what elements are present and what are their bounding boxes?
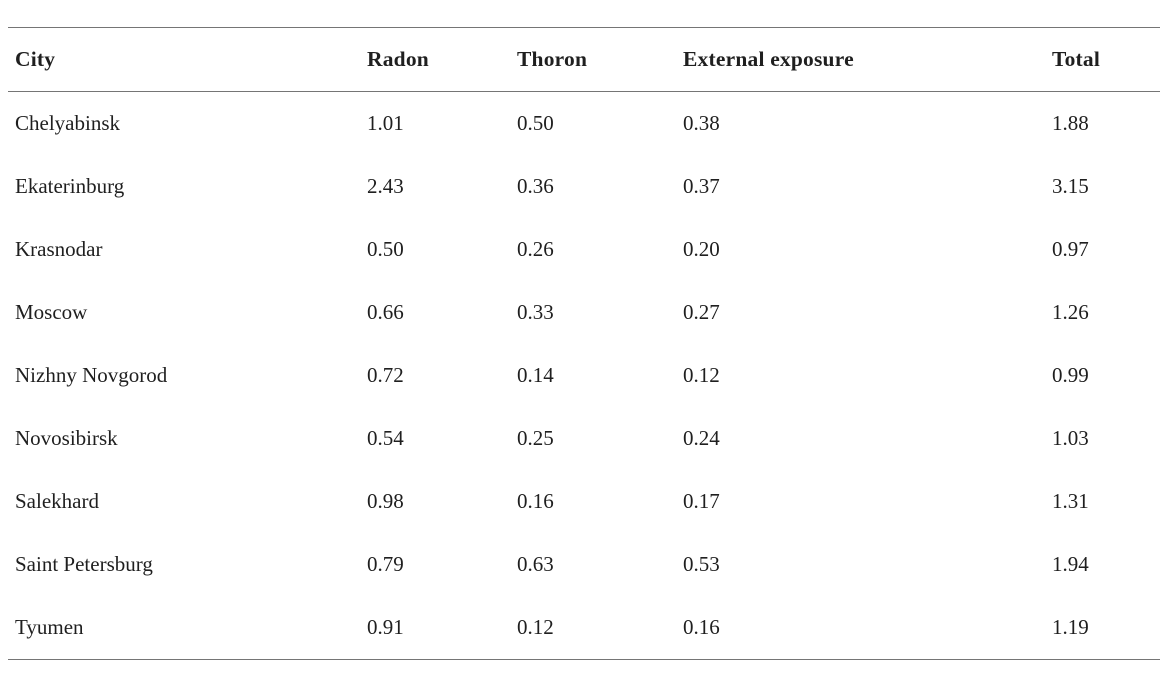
thoron-cell: 0.63 — [517, 552, 554, 576]
external-exposure-cell: 0.37 — [683, 174, 720, 198]
radon-cell: 0.72 — [367, 363, 404, 387]
column-header-city: City — [8, 27, 360, 92]
city-cell: Tyumen — [15, 615, 84, 639]
total-cell: 3.15 — [1052, 174, 1089, 198]
radon-cell: 2.43 — [367, 174, 404, 198]
city-cell: Saint Petersburg — [15, 552, 153, 576]
total-cell: 0.99 — [1052, 363, 1089, 387]
radon-cell: 0.54 — [367, 426, 404, 450]
city-cell: Salekhard — [15, 489, 99, 513]
table-row: Chelyabinsk 1.01 0.50 0.38 1.88 — [8, 92, 1160, 156]
radon-cell: 0.91 — [367, 615, 404, 639]
external-exposure-cell: 0.12 — [683, 363, 720, 387]
thoron-cell: 0.14 — [517, 363, 554, 387]
table-row: Moscow 0.66 0.33 0.27 1.26 — [8, 281, 1160, 344]
column-header-total: Total — [1045, 27, 1160, 92]
thoron-cell: 0.25 — [517, 426, 554, 450]
column-header-radon: Radon — [360, 27, 510, 92]
table-row: Krasnodar 0.50 0.26 0.20 0.97 — [8, 218, 1160, 281]
city-cell: Chelyabinsk — [15, 111, 120, 135]
city-cell: Ekaterinburg — [15, 174, 125, 198]
thoron-cell: 0.16 — [517, 489, 554, 513]
table-row: Novosibirsk 0.54 0.25 0.24 1.03 — [8, 407, 1160, 470]
table-row: Salekhard 0.98 0.16 0.17 1.31 — [8, 470, 1160, 533]
thoron-cell: 0.12 — [517, 615, 554, 639]
table-row: Ekaterinburg 2.43 0.36 0.37 3.15 — [8, 155, 1160, 218]
total-cell: 1.88 — [1052, 111, 1089, 135]
total-cell: 1.94 — [1052, 552, 1089, 576]
external-exposure-cell: 0.20 — [683, 237, 720, 261]
page: City Radon Thoron External exposure Tota… — [0, 27, 1171, 700]
column-header-external-exposure: External exposure — [676, 27, 1045, 92]
radon-cell: 1.01 — [367, 111, 404, 135]
table-row: Tyumen 0.91 0.12 0.16 1.19 — [8, 596, 1160, 660]
total-cell: 1.31 — [1052, 489, 1089, 513]
radon-cell: 0.79 — [367, 552, 404, 576]
external-exposure-cell: 0.53 — [683, 552, 720, 576]
thoron-cell: 0.33 — [517, 300, 554, 324]
table-row: Saint Petersburg 0.79 0.63 0.53 1.94 — [8, 533, 1160, 596]
total-cell: 1.26 — [1052, 300, 1089, 324]
thoron-cell: 0.36 — [517, 174, 554, 198]
table-row: Nizhny Novgorod 0.72 0.14 0.12 0.99 — [8, 344, 1160, 407]
external-exposure-cell: 0.27 — [683, 300, 720, 324]
total-cell: 1.19 — [1052, 615, 1089, 639]
total-cell: 0.97 — [1052, 237, 1089, 261]
city-cell: Moscow — [15, 300, 88, 324]
total-cell: 1.03 — [1052, 426, 1089, 450]
city-cell: Krasnodar — [15, 237, 103, 261]
thoron-cell: 0.26 — [517, 237, 554, 261]
city-cell: Nizhny Novgorod — [15, 363, 168, 387]
header-row: City Radon Thoron External exposure Tota… — [8, 27, 1160, 92]
thoron-cell: 0.50 — [517, 111, 554, 135]
exposure-table: City Radon Thoron External exposure Tota… — [8, 27, 1160, 660]
column-header-thoron: Thoron — [510, 27, 676, 92]
radon-cell: 0.66 — [367, 300, 404, 324]
external-exposure-cell: 0.17 — [683, 489, 720, 513]
radon-cell: 0.50 — [367, 237, 404, 261]
external-exposure-cell: 0.16 — [683, 615, 720, 639]
radon-cell: 0.98 — [367, 489, 404, 513]
city-cell: Novosibirsk — [15, 426, 118, 450]
external-exposure-cell: 0.24 — [683, 426, 720, 450]
external-exposure-cell: 0.38 — [683, 111, 720, 135]
